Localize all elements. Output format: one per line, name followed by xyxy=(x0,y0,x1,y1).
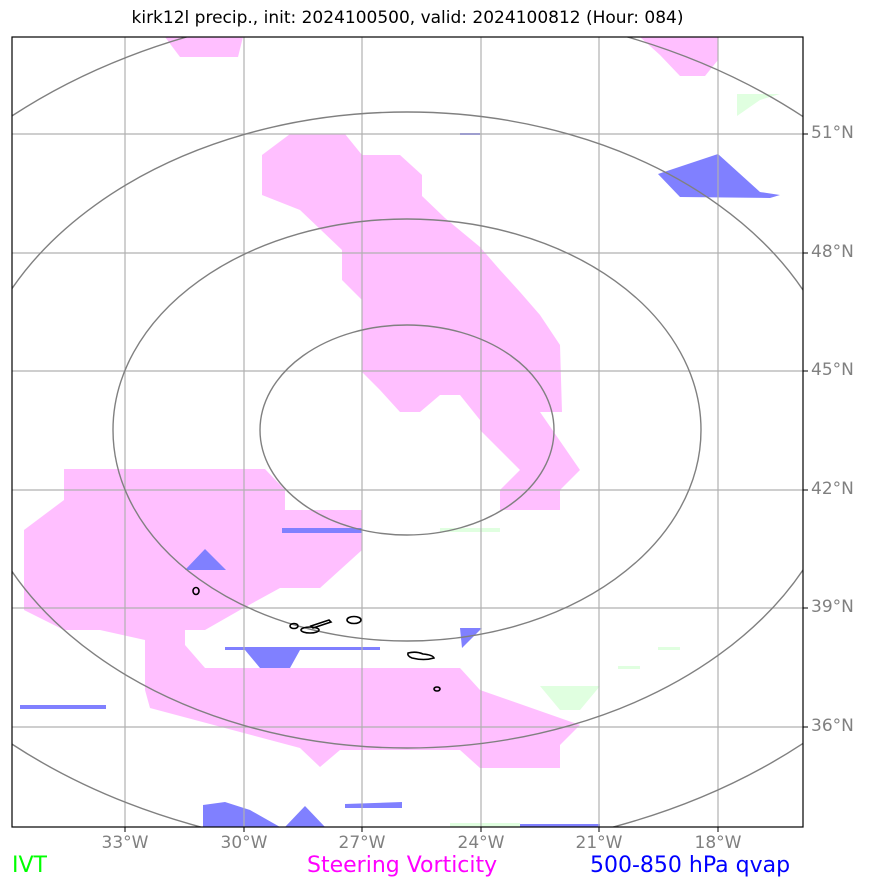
lat-label-39n: 39°N xyxy=(811,597,854,617)
qvap-region-south-2 xyxy=(285,806,325,827)
ivt-region-streak-1 xyxy=(440,528,500,532)
vorticity-region-northeast xyxy=(640,37,718,76)
qvap-regions xyxy=(20,133,780,827)
map-frame xyxy=(11,36,804,828)
lon-label-30w: 30°W xyxy=(220,833,268,853)
qvap-region-band-1 xyxy=(282,528,362,533)
qvap-region-band-2 xyxy=(225,647,380,668)
qvap-region-south-3 xyxy=(345,802,402,808)
tick-marks xyxy=(124,133,808,832)
lat-label-51n: 51°N xyxy=(811,123,854,143)
island-6 xyxy=(407,651,436,661)
coastline-islands xyxy=(192,586,441,692)
island-3 xyxy=(300,626,320,634)
lon-label-18w: 18°W xyxy=(694,833,742,853)
qvap-region-band-west xyxy=(20,705,106,709)
ivt-region-streak-2 xyxy=(618,666,640,669)
ivt-region-south xyxy=(540,686,600,710)
qvap-region-triangle-west xyxy=(185,549,226,570)
qvap-region-south-1 xyxy=(203,802,280,827)
lat-label-36n: 36°N xyxy=(811,716,854,736)
lat-label-42n: 42°N xyxy=(811,479,854,499)
island-5 xyxy=(346,615,362,625)
qvap-region-south-central xyxy=(460,628,482,648)
plot-title: kirk12l precip., init: 2024100500, valid… xyxy=(131,8,684,28)
vorticity-regions xyxy=(24,37,718,768)
qvap-region-south-4 xyxy=(520,824,600,827)
legend-steering-vorticity: Steering Vorticity xyxy=(307,853,498,878)
lon-label-21w: 21°W xyxy=(575,833,623,853)
qvap-region-northeast xyxy=(658,154,780,198)
ivt-region-streak-4 xyxy=(450,823,520,827)
gridlines xyxy=(12,37,803,827)
range-ring-3 xyxy=(12,111,803,749)
legend-qvap: 500-850 hPa qvap xyxy=(590,853,791,878)
ivt-region-northeast xyxy=(737,94,780,116)
island-1 xyxy=(192,586,200,596)
island-7 xyxy=(433,686,441,692)
lon-label-33w: 33°W xyxy=(101,833,149,853)
island-4 xyxy=(309,619,333,629)
range-ring-1 xyxy=(259,324,555,536)
ivt-region-streak-3 xyxy=(658,647,680,650)
lon-label-27w: 27°W xyxy=(338,833,386,853)
island-2 xyxy=(289,622,299,630)
vorticity-region-north xyxy=(165,37,243,57)
range-rings xyxy=(12,37,803,827)
vorticity-region-main-band xyxy=(262,134,580,510)
lat-label-48n: 48°N xyxy=(811,242,854,262)
range-ring-2 xyxy=(112,218,702,642)
lon-label-24w: 24°W xyxy=(457,833,505,853)
vorticity-region-southwest xyxy=(24,469,580,768)
legend-ivt: IVT xyxy=(12,853,47,878)
ivt-regions xyxy=(440,94,780,827)
lat-label-45n: 45°N xyxy=(811,360,854,380)
